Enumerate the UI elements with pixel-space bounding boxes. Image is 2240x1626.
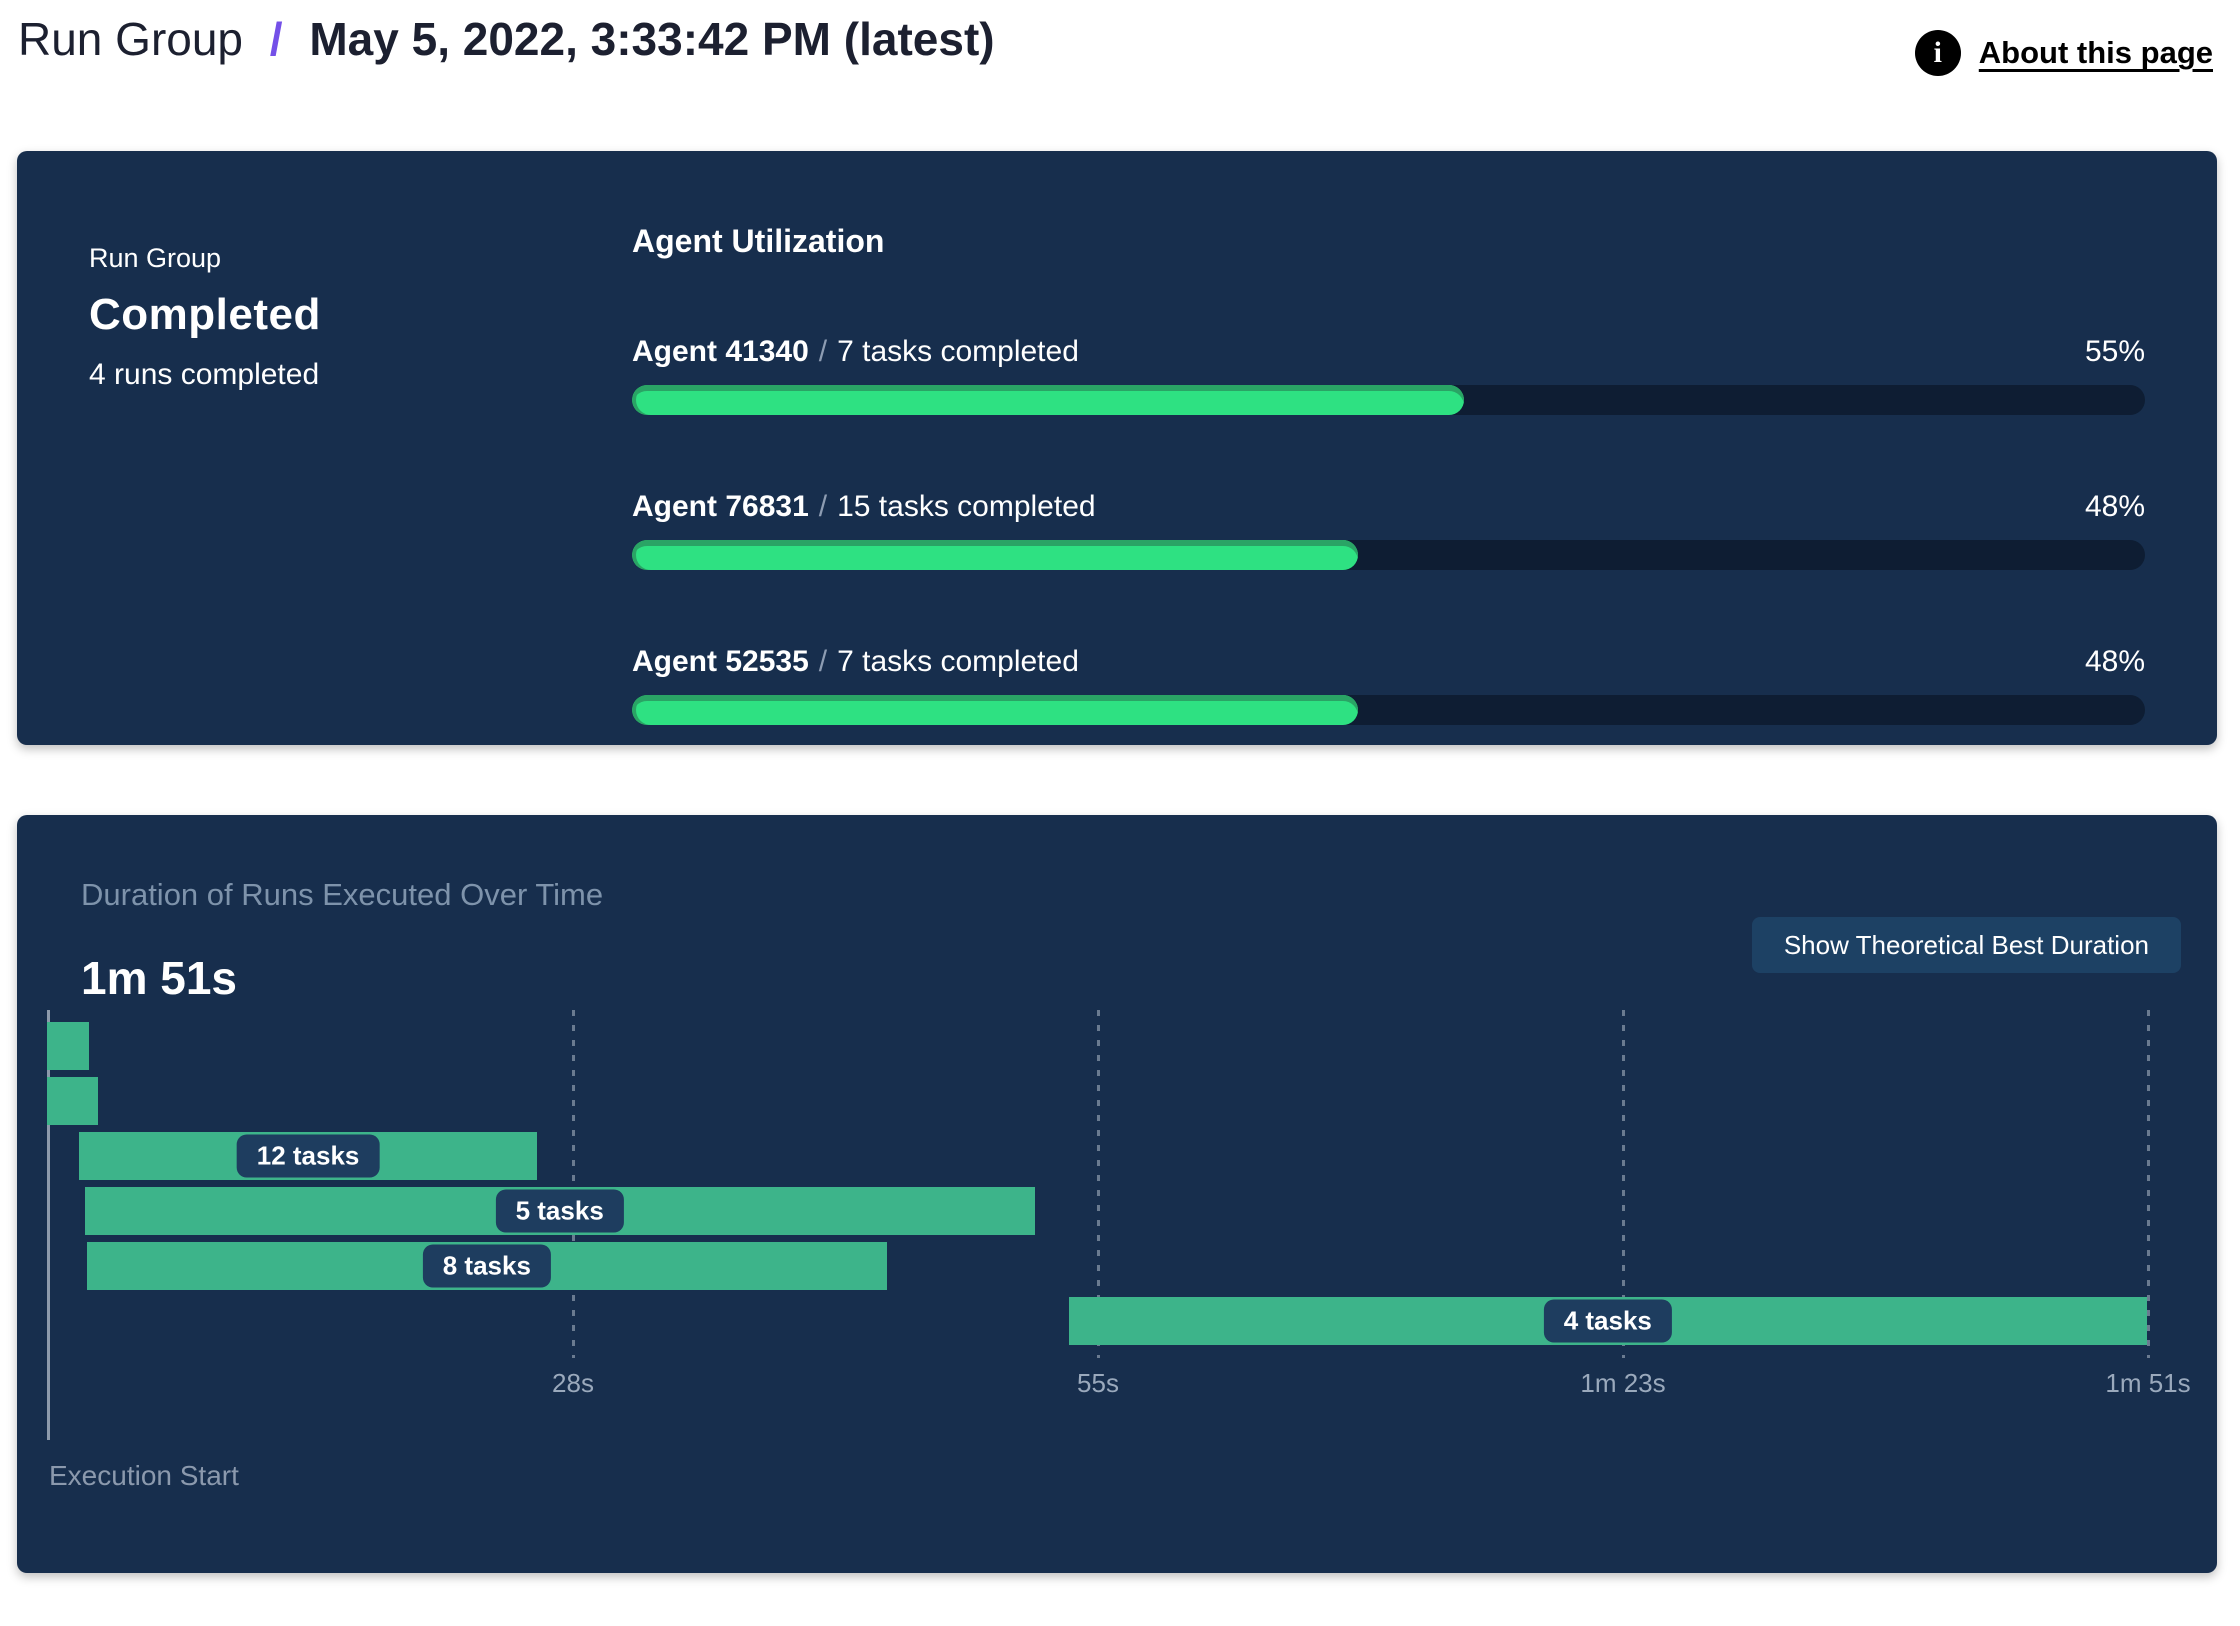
gridline-1m-51s xyxy=(2147,1010,2150,1358)
agent-utilization-percent: 55% xyxy=(2084,335,2145,368)
task-count-badge: 8 tasks xyxy=(422,1244,551,1288)
agent-name: Agent 41340 xyxy=(632,335,809,368)
page-header: Run Group / May 5, 2022, 3:33:42 PM (lat… xyxy=(0,0,2240,110)
agent-tasks-completed: 15 tasks completed xyxy=(837,490,1096,523)
execution-start-label: Execution Start xyxy=(49,1460,239,1491)
task-count-badge: 12 tasks xyxy=(236,1134,380,1178)
gantt-row xyxy=(47,1022,2197,1077)
axis-tick-label: 55s xyxy=(1077,1368,1119,1398)
agent-utilization-percent: 48% xyxy=(2084,645,2145,678)
agent-progress-fill xyxy=(632,385,1465,415)
gantt-row xyxy=(47,1077,2197,1132)
gridline-55s xyxy=(1097,1010,1100,1358)
agent-progress-track xyxy=(632,695,2145,725)
gridline-1m-23s xyxy=(1622,1010,1625,1358)
run-duration-bar[interactable]: 5 tasks xyxy=(84,1187,1035,1235)
about-link-label[interactable]: About this page xyxy=(1978,35,2213,70)
agent-utilization-title: Agent Utilization xyxy=(632,223,885,259)
gridline-28s xyxy=(572,1010,575,1358)
agent-separator: / xyxy=(818,335,828,368)
status-column: Run Group Completed 4 runs completed xyxy=(89,243,321,392)
task-count-badge: 4 tasks xyxy=(1543,1299,1672,1343)
axis-tick-label: 1m 23s xyxy=(1580,1368,1666,1398)
axis-tick-label: 1m 51s xyxy=(2105,1368,2191,1398)
run-duration-bar[interactable] xyxy=(47,1077,99,1125)
run-duration-bar[interactable] xyxy=(47,1022,89,1070)
run-duration-bar[interactable]: 4 tasks xyxy=(1068,1297,2147,1345)
execution-start-axis-line xyxy=(47,1010,50,1440)
gantt-row: 5 tasks xyxy=(47,1187,2197,1242)
agent-name: Agent 76831 xyxy=(632,490,809,523)
chart-title: Duration of Runs Executed Over Time xyxy=(81,877,604,912)
agent-row: Agent 76831 / 15 tasks completed 48% xyxy=(632,490,2145,570)
status-detail: 4 runs completed xyxy=(89,358,320,391)
agent-separator: / xyxy=(818,490,828,523)
duration-gantt-chart: 12 tasks 5 tasks 8 tasks 4 tasks Execution … xyxy=(47,1010,2197,1491)
agent-separator: / xyxy=(818,645,828,678)
duration-chart-panel: Duration of Runs Executed Over Time 1m 5… xyxy=(17,815,2217,1573)
agent-tasks-completed: 7 tasks completed xyxy=(837,645,1079,678)
info-icon[interactable]: i xyxy=(1914,30,1961,76)
gantt-row: 12 tasks xyxy=(47,1132,2197,1187)
agent-progress-fill xyxy=(632,540,1359,570)
page-title: May 5, 2022, 3:33:42 PM (latest) xyxy=(309,13,995,65)
status-label: Run Group xyxy=(89,243,222,273)
run-duration-bar[interactable]: 8 tasks xyxy=(86,1242,887,1290)
run-duration-bar[interactable]: 12 tasks xyxy=(79,1132,537,1180)
axis-tick-label: 28s xyxy=(552,1368,594,1398)
agent-progress-track xyxy=(632,540,2145,570)
task-count-badge: 5 tasks xyxy=(495,1189,624,1233)
agent-row: Agent 52535 / 7 tasks completed 48% xyxy=(632,645,2145,725)
agent-tasks-completed: 7 tasks completed xyxy=(837,335,1079,368)
gantt-rows: 12 tasks 5 tasks 8 tasks 4 tasks xyxy=(47,1022,2197,1352)
agent-utilization-section: Agent Utilization Agent 41340 / 7 tasks co… xyxy=(632,223,2145,725)
agent-name: Agent 52535 xyxy=(632,645,809,678)
gantt-row: 4 tasks xyxy=(47,1297,2197,1352)
breadcrumb: Run Group / May 5, 2022, 3:33:42 PM (lat… xyxy=(18,12,995,66)
agent-row: Agent 41340 / 7 tasks completed 55% xyxy=(632,335,2145,415)
agent-utilization-percent: 48% xyxy=(2084,490,2145,523)
run-group-status-panel: Run Group Completed 4 runs completed Age… xyxy=(17,151,2217,745)
gantt-row: 8 tasks xyxy=(47,1242,2197,1297)
breadcrumb-run-group[interactable]: Run Group xyxy=(18,13,244,65)
show-theoretical-best-duration-button[interactable]: Show Theoretical Best Duration xyxy=(1751,917,2181,973)
about-this-page-link[interactable]: i About this page xyxy=(1914,30,2213,76)
agent-progress-track xyxy=(632,385,2145,415)
agent-progress-fill xyxy=(632,695,1359,725)
status-value: Completed xyxy=(89,290,321,339)
breadcrumb-separator: / xyxy=(269,13,283,65)
total-duration: 1m 51s xyxy=(81,952,238,1004)
